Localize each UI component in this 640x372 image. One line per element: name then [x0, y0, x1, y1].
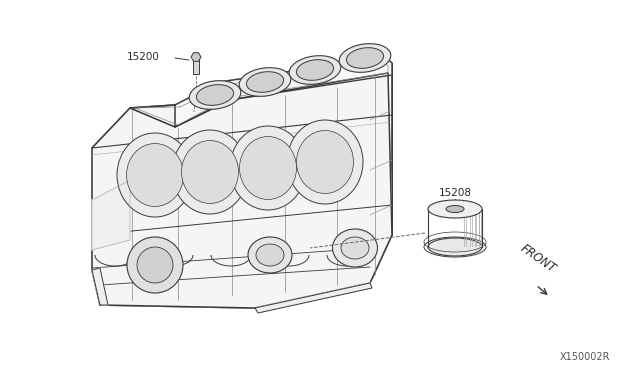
Text: 15200: 15200: [127, 52, 160, 62]
Text: X150002R: X150002R: [559, 352, 610, 362]
Polygon shape: [92, 268, 108, 305]
Ellipse shape: [196, 85, 234, 105]
Ellipse shape: [339, 44, 391, 72]
Circle shape: [137, 247, 173, 283]
Ellipse shape: [246, 72, 284, 92]
Ellipse shape: [296, 131, 353, 193]
Ellipse shape: [289, 56, 341, 84]
Ellipse shape: [346, 48, 383, 68]
Polygon shape: [92, 57, 392, 308]
Ellipse shape: [230, 126, 306, 210]
Ellipse shape: [189, 81, 241, 109]
FancyBboxPatch shape: [193, 60, 199, 74]
Polygon shape: [92, 180, 130, 250]
Polygon shape: [130, 57, 392, 127]
Ellipse shape: [428, 238, 482, 256]
Text: FRONT: FRONT: [518, 241, 558, 275]
Ellipse shape: [428, 200, 482, 218]
Ellipse shape: [256, 244, 284, 266]
Ellipse shape: [117, 133, 193, 217]
Ellipse shape: [446, 205, 464, 212]
Ellipse shape: [287, 120, 363, 204]
Ellipse shape: [239, 137, 296, 199]
Ellipse shape: [239, 68, 291, 96]
Polygon shape: [255, 283, 372, 313]
Ellipse shape: [296, 60, 333, 80]
Ellipse shape: [127, 144, 184, 206]
Ellipse shape: [248, 237, 292, 273]
Ellipse shape: [333, 229, 378, 267]
Ellipse shape: [341, 237, 369, 259]
Ellipse shape: [182, 141, 239, 203]
Ellipse shape: [172, 130, 248, 214]
Text: 15208: 15208: [438, 188, 472, 198]
Circle shape: [127, 237, 183, 293]
Polygon shape: [92, 73, 392, 308]
